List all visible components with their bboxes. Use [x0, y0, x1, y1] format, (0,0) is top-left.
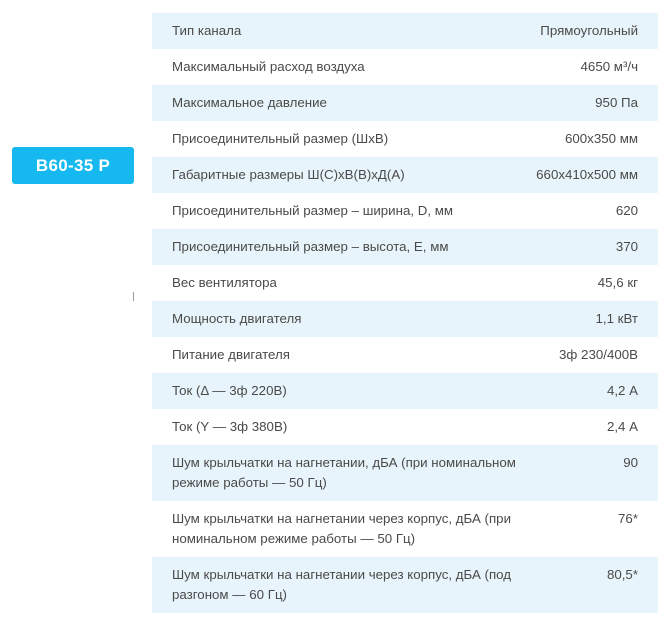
spec-row: Мощность двигателя 1,1 кВт — [152, 301, 658, 337]
spec-value: 80,5* — [536, 557, 658, 613]
specs-table: Тип канала Прямоугольный Максимальный расх… — [152, 13, 658, 613]
divider-mark — [133, 292, 134, 301]
spec-label: Ток (Δ — 3ф 220В) — [152, 373, 537, 409]
spec-label: Шум крыльчатки на нагнетании через корпу… — [152, 557, 537, 613]
spec-row: Шум крыльчатки на нагнетании через корпу… — [152, 557, 658, 613]
spec-label: Вес вентилятора — [172, 275, 277, 290]
spec-row: Присоединительный размер – высота, E, мм… — [152, 229, 658, 265]
spec-value: 620 — [615, 203, 638, 218]
spec-row: Присоединительный размер – ширина, D, мм… — [152, 193, 658, 229]
spec-row: Питание двигателя 3ф 230/400В — [152, 337, 658, 373]
spec-row: Максимальное давление 950 Па — [152, 85, 658, 121]
spec-row: Шум крыльчатки на нагнетании, дБА (при н… — [152, 445, 658, 501]
spec-label: Шум крыльчатки на нагнетании, дБА (при н… — [152, 445, 537, 501]
spec-label: Присоединительный размер – высота, E, мм — [152, 229, 537, 265]
spec-label: Максимальный расход воздуха — [172, 59, 365, 74]
spec-value: 370 — [536, 229, 658, 265]
spec-label: Присоединительный размер – ширина, D, мм — [172, 203, 454, 218]
spec-value: 660х410х500 мм — [536, 157, 658, 193]
spec-row: Ток (Δ — 3ф 220В) 4,2 А — [152, 373, 658, 409]
spec-value: 76* — [618, 511, 638, 526]
spec-value: 4650 м³/ч — [580, 59, 638, 74]
spec-label: Мощность двигателя — [152, 301, 537, 337]
spec-value: 600х350 мм — [565, 131, 638, 146]
spec-row: Вес вентилятора 45,6 кг — [152, 265, 658, 301]
spec-label: Габаритные размеры Ш(С)хВ(В)хД(А) — [152, 157, 537, 193]
spec-row: Тип канала Прямоугольный — [152, 13, 658, 49]
spec-label: Питание двигателя — [172, 347, 290, 362]
spec-value: 950 Па — [536, 85, 658, 121]
spec-row: Шум крыльчатки на нагнетании через корпу… — [152, 501, 658, 557]
spec-label: Максимальное давление — [152, 85, 537, 121]
spec-label: Присоединительный размер (ШхВ) — [172, 131, 389, 146]
spec-row: Присоединительный размер (ШхВ) 600х350 мм — [152, 121, 658, 157]
spec-value: 90 — [536, 445, 658, 501]
spec-row: Максимальный расход воздуха 4650 м³/ч — [152, 49, 658, 85]
spec-value: Прямоугольный — [536, 13, 658, 49]
spec-value: 2,4 А — [606, 419, 638, 434]
spec-row: Ток (Y — 3ф 380В) 2,4 А — [152, 409, 658, 445]
spec-label: Ток (Y — 3ф 380В) — [172, 419, 288, 434]
spec-value: 45,6 кг — [597, 275, 638, 290]
spec-value: 4,2 А — [536, 373, 658, 409]
spec-value: 3ф 230/400В — [559, 347, 638, 362]
spec-label: Тип канала — [152, 13, 537, 49]
model-button[interactable]: В60-35 Р — [12, 147, 134, 184]
spec-label: Шум крыльчатки на нагнетании через корпу… — [172, 511, 512, 546]
spec-row: Габаритные размеры Ш(С)хВ(В)хД(А) 660х410… — [152, 157, 658, 193]
spec-value: 1,1 кВт — [536, 301, 658, 337]
